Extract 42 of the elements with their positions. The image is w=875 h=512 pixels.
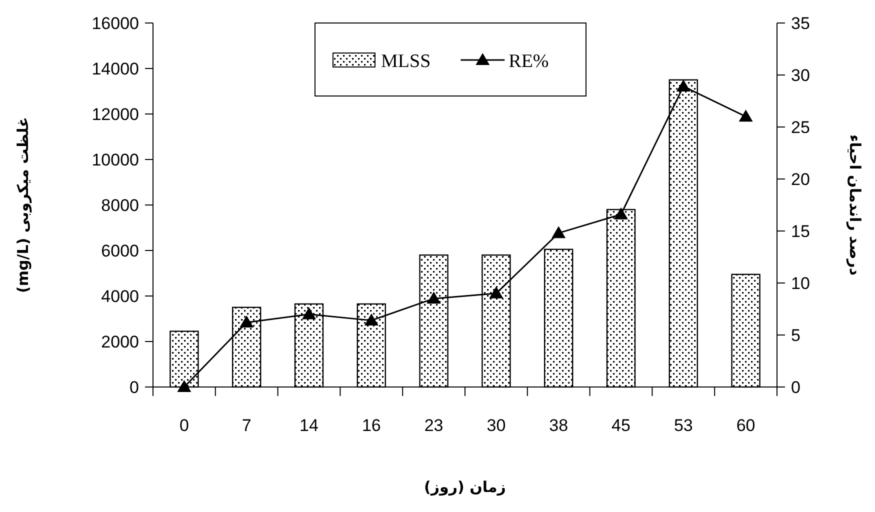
y2-tick-label: 15 xyxy=(791,222,810,241)
y-tick-label: 4000 xyxy=(101,287,139,306)
y2-tick-label: 10 xyxy=(791,274,810,293)
point xyxy=(738,110,753,122)
y2-tick-label: 35 xyxy=(791,14,810,33)
x-tick-label: 16 xyxy=(362,416,381,435)
x-tick-label: 30 xyxy=(486,416,506,435)
y2-tick-label: 20 xyxy=(791,170,810,189)
y2-tick-label: 5 xyxy=(791,326,800,345)
x-tick-label: 7 xyxy=(242,416,252,435)
point xyxy=(552,226,566,238)
y-tick-label: 8000 xyxy=(101,196,139,215)
point xyxy=(614,207,628,220)
point xyxy=(426,292,441,304)
x-tick-label: 60 xyxy=(736,416,756,435)
y2-tick-label: 0 xyxy=(791,378,800,397)
x-tick-label: 14 xyxy=(300,416,318,435)
legend-label: MLSS xyxy=(381,51,431,72)
x-tick-label: 38 xyxy=(549,416,568,435)
point xyxy=(177,380,192,392)
y-tick-label: 14000 xyxy=(92,60,139,78)
point xyxy=(302,307,316,320)
x-tick-label: 45 xyxy=(612,416,630,435)
y-axis-title: غلظت میکروبی (mg/L) xyxy=(14,116,32,294)
x-tick-label: 23 xyxy=(424,416,444,435)
y-tick-label: 0 xyxy=(130,378,139,397)
point xyxy=(364,313,378,326)
y2-tick-label: 25 xyxy=(791,118,810,137)
y-tick-label: 16000 xyxy=(92,14,139,33)
x-tick-label: 0 xyxy=(179,416,189,435)
y-tick-label: 2000 xyxy=(101,332,139,352)
y-tick-label: 6000 xyxy=(101,242,139,260)
y-tick-label: 12000 xyxy=(92,105,139,124)
point xyxy=(240,316,254,328)
y2-axis-title: درصد راندمان احیاء xyxy=(846,134,864,276)
y2-tick-label: 30 xyxy=(791,66,810,85)
legend-label: RE% xyxy=(508,51,549,72)
point xyxy=(676,79,690,92)
y-tick-label: 10000 xyxy=(92,150,139,170)
x-axis-title: زمان (روز) xyxy=(424,478,506,496)
point xyxy=(489,286,504,298)
x-tick-label: 53 xyxy=(674,416,693,435)
